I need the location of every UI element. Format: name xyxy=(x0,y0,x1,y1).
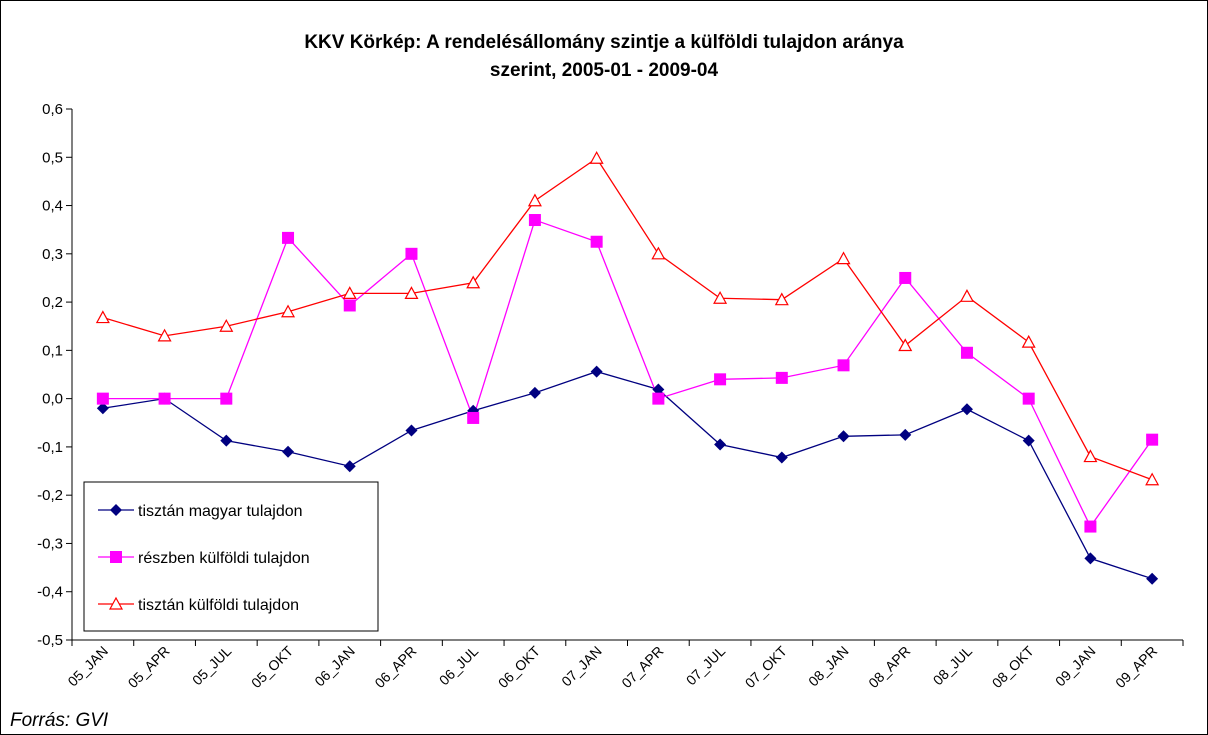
marker xyxy=(1084,552,1097,565)
marker xyxy=(775,371,788,384)
marker xyxy=(282,445,295,458)
marker xyxy=(837,359,850,372)
marker xyxy=(714,438,727,451)
marker xyxy=(1146,572,1159,585)
marker xyxy=(158,392,171,405)
marker xyxy=(959,289,974,302)
chart-title: szerint, 2005-01 - 2009-04 xyxy=(490,60,719,81)
marker xyxy=(110,504,122,516)
marker xyxy=(713,290,728,304)
marker xyxy=(343,460,356,473)
marker xyxy=(108,596,124,610)
marker xyxy=(157,328,172,342)
marker xyxy=(651,246,666,260)
marker xyxy=(1022,392,1035,405)
marker xyxy=(220,434,233,447)
marker xyxy=(1022,434,1035,447)
marker xyxy=(1084,520,1097,533)
marker xyxy=(836,251,851,265)
y-tick-label: -0,4 xyxy=(37,584,63,601)
y-tick-label: -0,5 xyxy=(37,632,63,649)
marker xyxy=(899,428,912,441)
series-line xyxy=(102,219,1153,528)
y-tick-label: 0,6 xyxy=(42,101,63,118)
y-tick-label: 0,1 xyxy=(42,342,63,359)
legend-label: tisztán magyar tulajdon xyxy=(138,503,303,520)
marker xyxy=(899,271,912,284)
marker xyxy=(527,193,542,207)
marker xyxy=(281,304,296,318)
series-line xyxy=(102,157,1153,481)
y-tick-label: -0,3 xyxy=(37,535,63,552)
marker xyxy=(898,338,913,352)
marker xyxy=(775,451,788,464)
marker xyxy=(219,318,234,332)
marker xyxy=(96,402,109,415)
marker xyxy=(466,275,481,289)
marker xyxy=(589,150,604,164)
marker xyxy=(590,235,603,248)
marker xyxy=(652,392,665,405)
marker xyxy=(220,392,233,405)
marker xyxy=(343,299,356,312)
marker xyxy=(1083,449,1098,463)
marker xyxy=(528,214,541,227)
marker xyxy=(652,383,665,396)
chart-title: KKV Körkép: A rendelésállomány szintje a… xyxy=(304,32,904,53)
marker xyxy=(960,346,973,359)
marker xyxy=(528,386,541,399)
marker xyxy=(1145,472,1160,486)
y-tick-label: -0,2 xyxy=(37,487,63,504)
legend-label: tisztán külföldi tulajdon xyxy=(138,597,299,614)
marker xyxy=(404,286,419,300)
marker xyxy=(95,310,110,324)
marker xyxy=(714,373,727,386)
marker xyxy=(837,430,850,443)
y-tick-label: -0,1 xyxy=(37,439,63,456)
marker xyxy=(960,403,973,416)
marker xyxy=(282,231,295,244)
legend-label: részben külföldi tulajdon xyxy=(138,550,310,567)
marker xyxy=(467,411,480,424)
legend: tisztán magyar tulajdon részben külföldi … xyxy=(83,481,379,632)
marker xyxy=(590,365,603,378)
marker xyxy=(1146,433,1159,446)
source-note: Forrás: GVI xyxy=(10,710,109,731)
marker xyxy=(774,292,789,306)
y-tick-label: 0,0 xyxy=(42,391,63,408)
series-line xyxy=(102,370,1153,580)
marker xyxy=(405,247,418,260)
marker xyxy=(1021,334,1036,348)
y-tick-label: 0,2 xyxy=(42,294,63,311)
marker xyxy=(405,424,418,437)
marker xyxy=(110,551,122,563)
y-tick-label: 0,5 xyxy=(42,149,63,166)
marker xyxy=(96,392,109,405)
y-tick-label: 0,3 xyxy=(42,246,63,263)
marker xyxy=(342,286,357,300)
y-tick-label: 0,4 xyxy=(42,198,63,215)
